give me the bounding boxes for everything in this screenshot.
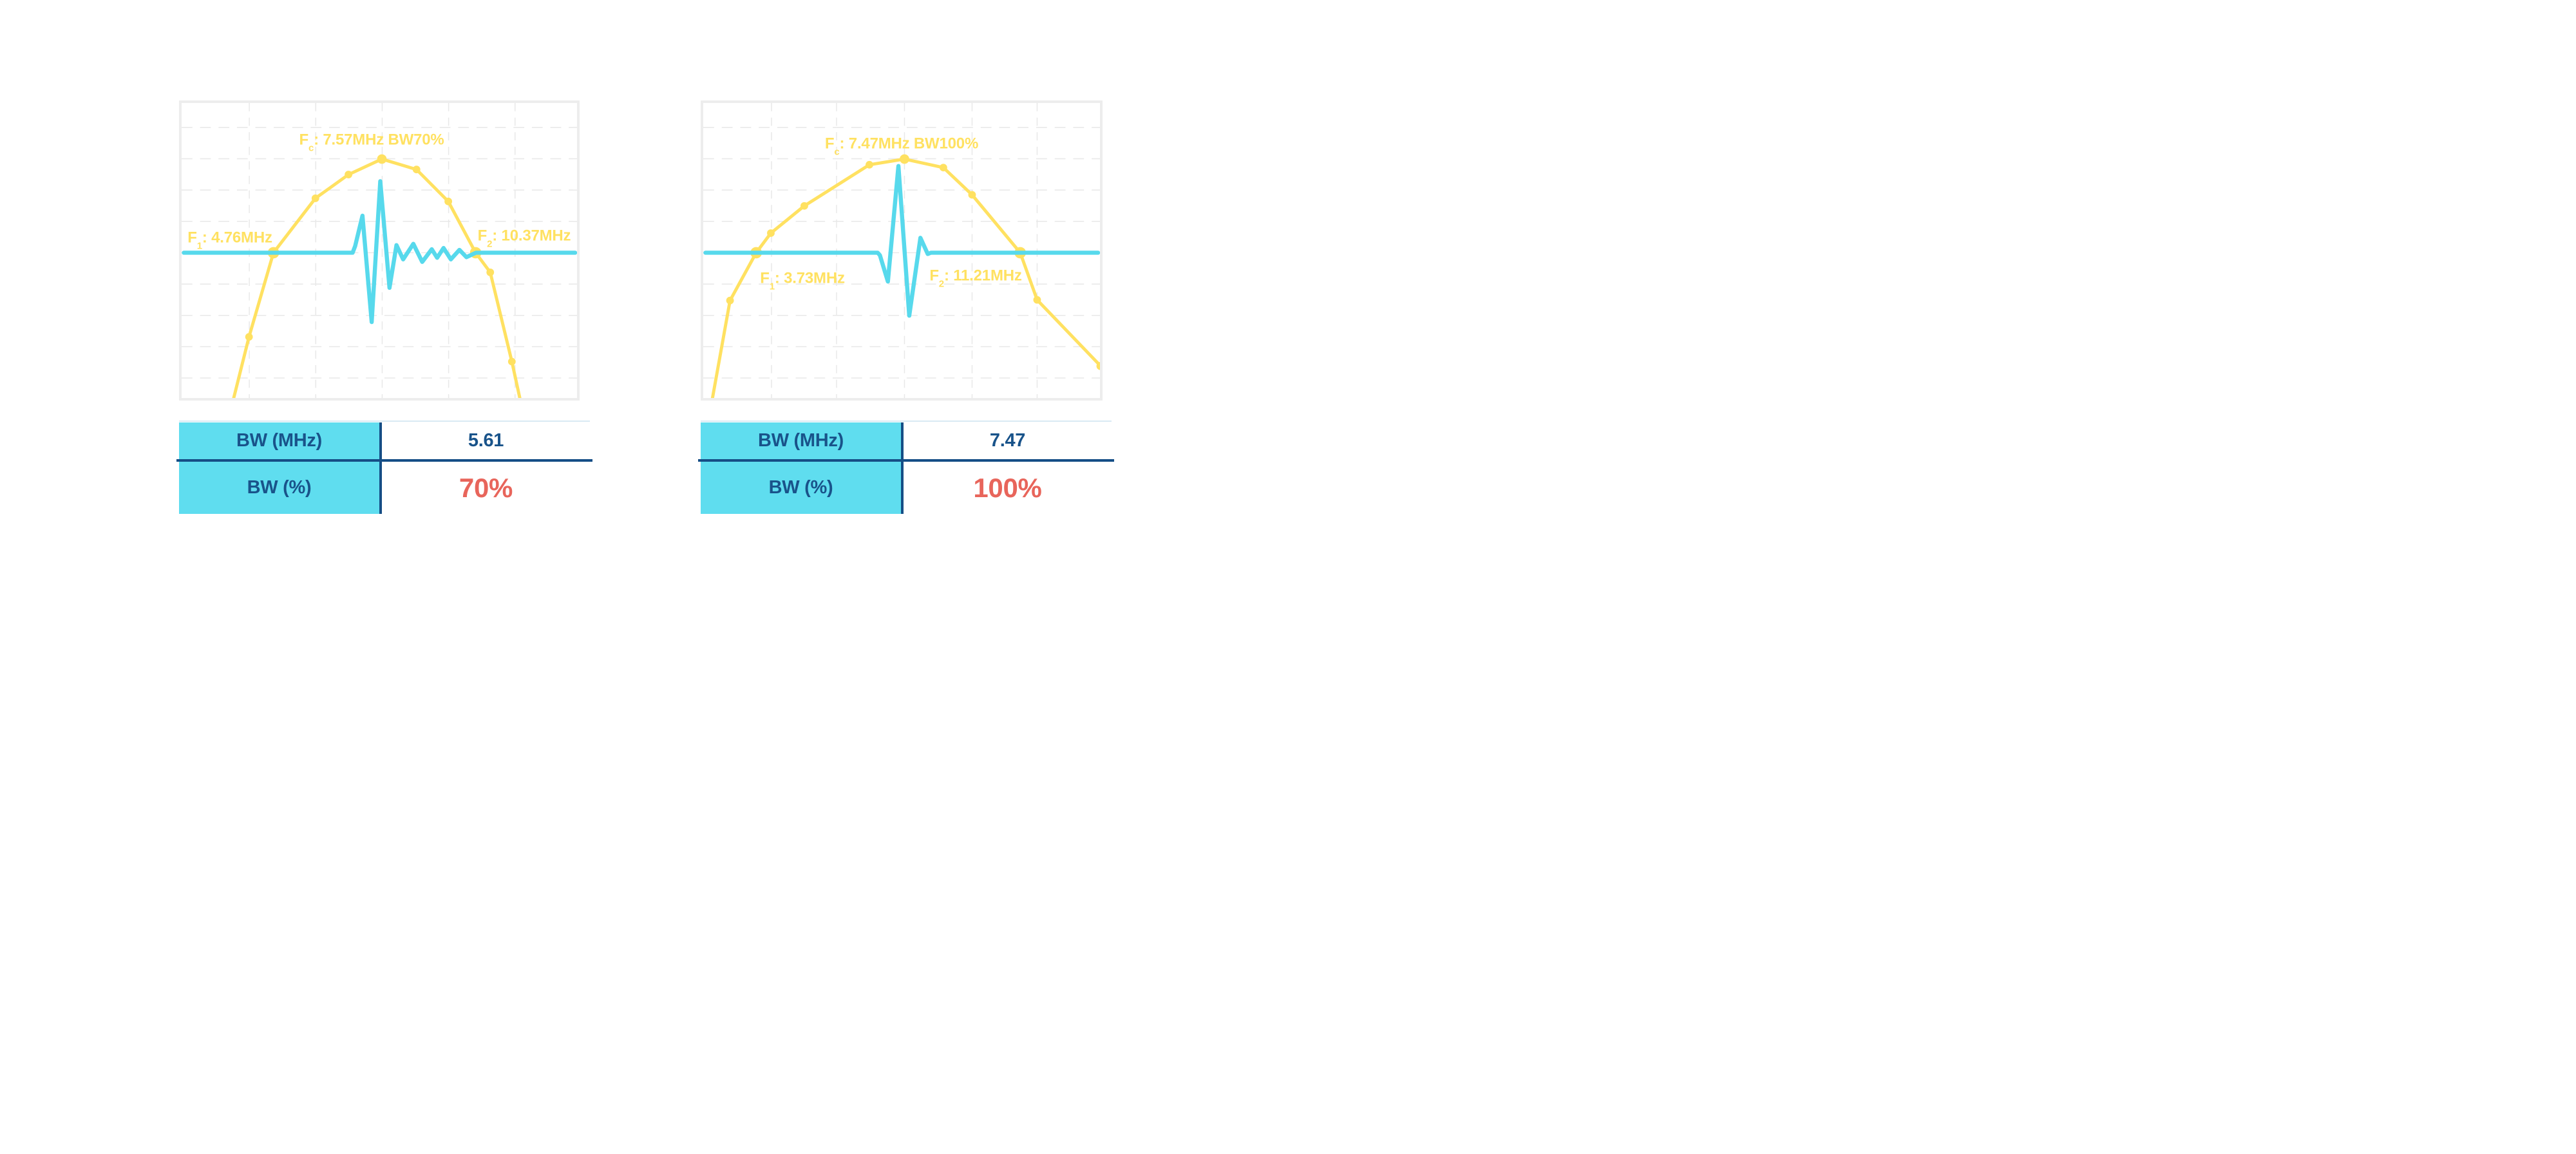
spectrum-data-point-marker xyxy=(939,164,947,172)
spectrum-data-point-marker xyxy=(800,202,808,210)
bw-percent-row-label: BW (%) xyxy=(701,462,904,514)
spectrum-data-point-marker xyxy=(507,357,516,366)
f2-label-value: : 10.37MHz xyxy=(492,227,571,245)
spectrum-curve xyxy=(232,157,522,398)
table-row-divider xyxy=(176,459,592,462)
f1-annotation-right: F1: 3.73MHz xyxy=(760,269,845,292)
f1-label-prefix: F xyxy=(760,269,770,287)
f1-annotation-left: F1: 4.76MHz xyxy=(187,229,272,252)
spectrum-plot-panel-right xyxy=(701,100,1103,401)
f2-label-prefix: F xyxy=(477,227,488,245)
table-row: BW (MHz) 7.47 xyxy=(701,422,1112,459)
f1-label-value: : 3.73MHz xyxy=(774,269,845,287)
table-row: BW (%) 70% xyxy=(179,462,590,514)
spectrum-plot-left xyxy=(182,103,577,398)
pulse-curve xyxy=(182,179,577,325)
f1-label-value: : 4.76MHz xyxy=(202,229,272,247)
fc-label-prefix: F xyxy=(824,135,835,153)
spectrum-data-point-marker xyxy=(1033,296,1041,304)
spectrum-data-point-marker xyxy=(345,171,353,178)
f1-label-subscript: 1 xyxy=(769,281,775,292)
spectrum-data-point-marker xyxy=(486,269,495,276)
f2-label-prefix: F xyxy=(929,267,939,285)
spectrum-data-point-marker xyxy=(377,154,387,164)
table-row-divider xyxy=(698,459,1114,462)
spectrum-data-point-marker xyxy=(444,197,453,205)
fc-label-subscript: c xyxy=(834,146,840,158)
spectrum-data-point-marker xyxy=(767,229,775,237)
bw-percent-value: 70% xyxy=(459,472,513,503)
f2-label-subscript: 2 xyxy=(487,238,493,250)
bw-mhz-row-label: BW (MHz) xyxy=(179,422,382,459)
spectrum-data-point-marker xyxy=(412,166,421,174)
bw-percent-value: 100% xyxy=(973,472,1042,503)
spectrum-data-point-marker xyxy=(900,154,909,164)
table-top-rule xyxy=(701,421,1112,422)
fc-label-value: : 7.47MHz BW100% xyxy=(839,135,979,153)
figure-canvas: Fc: 7.57MHz BW70% F1: 4.76MHz F2: 10.37M… xyxy=(0,0,1288,577)
spectrum-plot-right xyxy=(703,103,1100,398)
pulse-curve xyxy=(703,164,1100,318)
table-top-rule xyxy=(179,421,590,422)
f2-annotation-right: F2: 11.21MHz xyxy=(929,267,1022,290)
table-row: BW (MHz) 5.61 xyxy=(179,422,590,459)
f2-annotation-left: F2: 10.37MHz xyxy=(477,227,571,250)
spectrum-data-point-marker xyxy=(1096,362,1100,370)
fc-label-subscript: c xyxy=(308,142,314,154)
spectrum-data-point-marker xyxy=(311,194,319,202)
f2-label-value: : 11.21MHz xyxy=(943,267,1022,285)
spectrum-data-point-marker xyxy=(245,333,253,341)
spectrum-data-point-marker xyxy=(968,191,976,199)
spectrum-data-point-marker xyxy=(866,160,873,169)
fc-label-prefix: F xyxy=(299,131,308,149)
spectrum-curve xyxy=(710,157,1100,398)
table-row: BW (%) 100% xyxy=(701,462,1112,514)
spectrum-plot-panel-left xyxy=(179,100,580,401)
spectrum-data-point-marker xyxy=(726,296,734,305)
f1-label-prefix: F xyxy=(187,229,197,247)
bandwidth-table-left: BW (MHz) 5.61 BW (%) 70% xyxy=(176,421,592,514)
f1-label-subscript: 1 xyxy=(196,240,202,252)
bw-mhz-row-label: BW (MHz) xyxy=(701,422,904,459)
fc-annotation-left: Fc: 7.57MHz BW70% xyxy=(299,131,444,154)
fc-label-value: : 7.57MHz BW70% xyxy=(314,131,444,149)
f2-label-subscript: 2 xyxy=(938,278,944,290)
bandwidth-table-right: BW (MHz) 7.47 BW (%) 100% xyxy=(698,421,1114,514)
fc-annotation-right: Fc: 7.47MHz BW100% xyxy=(824,135,979,158)
bw-percent-row-label: BW (%) xyxy=(179,462,382,514)
bw-mhz-value: 7.47 xyxy=(989,430,1026,451)
bw-mhz-value: 5.61 xyxy=(468,430,504,451)
